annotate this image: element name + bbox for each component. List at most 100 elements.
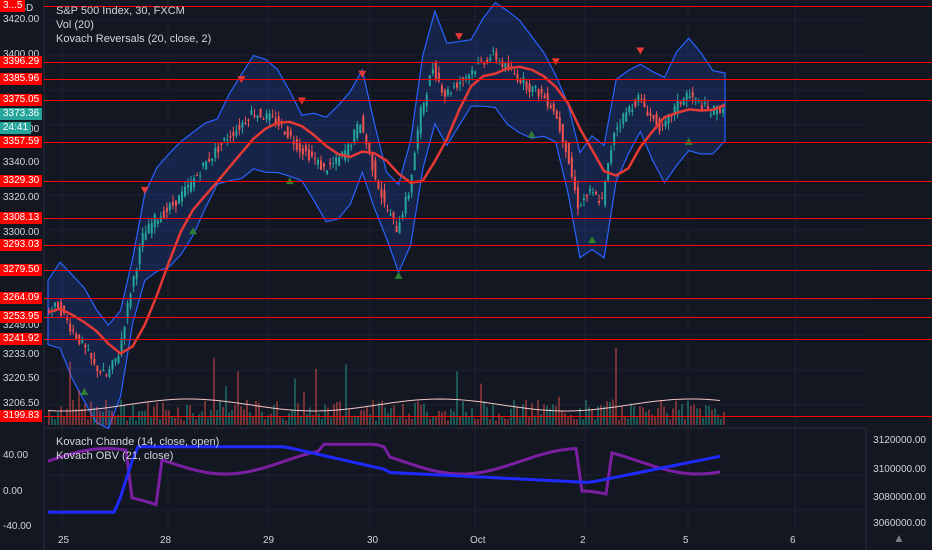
- candle-body: [522, 77, 525, 84]
- price-tick: 3340.00: [3, 157, 40, 168]
- candle-body: [256, 115, 259, 119]
- volume-bar: [246, 399, 248, 425]
- candle-body: [604, 180, 607, 205]
- candle-body: [365, 135, 368, 145]
- price-tick: 3233.00: [3, 349, 40, 360]
- level-line[interactable]: [44, 245, 932, 246]
- candle-body: [96, 365, 99, 372]
- level-line[interactable]: [44, 218, 932, 219]
- candle-body: [646, 111, 649, 116]
- volume-bar: [225, 386, 227, 425]
- level-line[interactable]: [44, 181, 932, 182]
- candle-body: [359, 124, 362, 134]
- volume-bar: [63, 415, 65, 425]
- candle-body: [667, 114, 670, 124]
- volume-bar: [285, 420, 287, 425]
- candle-body: [153, 214, 156, 228]
- level-line[interactable]: [44, 298, 932, 299]
- volume-bar: [570, 414, 572, 425]
- candle-body: [715, 106, 718, 115]
- level-price-tag: 3308.13: [0, 212, 43, 224]
- candle-body: [147, 223, 150, 234]
- level-line[interactable]: [44, 416, 932, 417]
- candle-body: [126, 303, 129, 319]
- volume-bar: [615, 347, 617, 425]
- volume-bar: [300, 416, 302, 425]
- level-line[interactable]: [44, 339, 932, 340]
- candle-body: [380, 188, 383, 198]
- volume-bar: [99, 411, 101, 425]
- volume-bar: [648, 409, 650, 425]
- candle-body: [138, 247, 141, 265]
- candle-body: [54, 302, 57, 307]
- candle-body: [413, 153, 416, 171]
- candle-body: [156, 220, 159, 225]
- volume-bar: [165, 410, 167, 425]
- candle-body: [174, 200, 177, 207]
- tradingview-logo-icon[interactable]: ▲: [893, 531, 905, 545]
- candle-body: [193, 178, 196, 188]
- candle-body: [57, 301, 60, 309]
- level-price-tag: 3199.83: [0, 410, 43, 422]
- volume-bar: [645, 411, 647, 425]
- level-line[interactable]: [44, 270, 932, 271]
- volume-bar: [678, 409, 680, 425]
- candle-body: [316, 159, 319, 165]
- candle-body: [486, 59, 489, 63]
- volume-bar: [522, 404, 524, 425]
- candle-body: [310, 151, 313, 157]
- volume-bar: [351, 417, 353, 425]
- volume-bar: [633, 406, 635, 425]
- volume-bar: [363, 410, 365, 425]
- candle-body: [392, 211, 395, 219]
- volume-bar: [162, 402, 164, 425]
- volume-bar: [69, 361, 71, 425]
- level-line[interactable]: [44, 142, 932, 143]
- candle-body: [374, 160, 377, 180]
- candle-body: [706, 106, 709, 109]
- candle-body: [531, 86, 534, 92]
- level-line[interactable]: [44, 317, 932, 318]
- level-line[interactable]: [44, 79, 932, 80]
- candle-body: [75, 334, 78, 339]
- level-line[interactable]: [44, 100, 932, 101]
- candle-body: [422, 102, 425, 114]
- level-line[interactable]: [44, 6, 932, 7]
- volume-bar: [612, 399, 614, 425]
- legend-reversals[interactable]: Kovach Reversals (20, close, 2): [56, 33, 212, 45]
- candle-body: [661, 124, 664, 126]
- volume-bar: [420, 404, 422, 425]
- price-tick: 3249.00: [3, 320, 40, 331]
- volume-bar: [234, 405, 236, 425]
- volume-bar: [195, 419, 197, 425]
- candle-body: [582, 198, 585, 200]
- volume-bar: [213, 357, 215, 425]
- volume-bar: [591, 409, 593, 425]
- volume-bar: [561, 411, 563, 425]
- level-price-tag: 3329.30: [0, 175, 43, 187]
- legend-symbol[interactable]: S&P 500 Index, 30, FXCM: [56, 5, 185, 17]
- volume-bar: [171, 415, 173, 425]
- legend-obv[interactable]: Kovach OBV (21, close): [56, 450, 174, 462]
- candle-body: [144, 232, 147, 241]
- volume-bar: [135, 420, 137, 425]
- volume-bar: [201, 411, 203, 425]
- volume-bar: [564, 413, 566, 425]
- candle-body: [253, 114, 256, 117]
- candle-body: [456, 83, 459, 88]
- osc-right-tick: 3080000.00: [873, 492, 926, 503]
- candle-body: [371, 152, 374, 171]
- volume-bar: [138, 411, 140, 425]
- level-line[interactable]: [44, 62, 932, 63]
- candle-body: [120, 337, 123, 351]
- osc-left-tick: 0.00: [3, 486, 23, 497]
- legend-volume[interactable]: Vol (20): [56, 19, 94, 31]
- volume-bar: [78, 390, 80, 425]
- candle-body: [588, 188, 591, 192]
- candle-body: [595, 192, 598, 195]
- volume-bar: [627, 418, 629, 425]
- legend-chande[interactable]: Kovach Chande (14, close, open): [56, 436, 220, 448]
- candle-body: [552, 103, 555, 112]
- volume-bar: [324, 404, 326, 425]
